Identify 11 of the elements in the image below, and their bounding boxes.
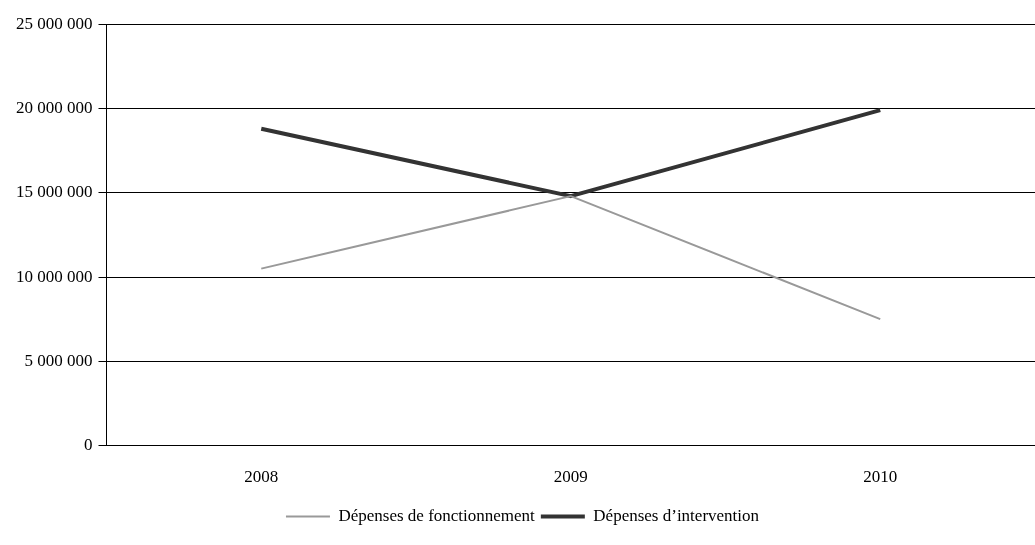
x-tick-label: 2010 bbox=[863, 467, 898, 487]
y-tick-label: 0 bbox=[84, 435, 93, 455]
y-tick-label: 5 000 000 bbox=[24, 350, 93, 370]
x-tick-label: 2009 bbox=[553, 467, 588, 487]
legend-label: Dépenses de fonctionnement bbox=[338, 505, 536, 525]
y-tick-label: 15 000 000 bbox=[16, 182, 93, 202]
y-tick-label: 20 000 000 bbox=[16, 97, 93, 117]
y-tick-label: 25 000 000 bbox=[16, 13, 93, 33]
x-tick-label: 2008 bbox=[244, 467, 279, 487]
y-tick-label: 10 000 000 bbox=[16, 266, 93, 286]
legend-label: Dépenses d’intervention bbox=[593, 505, 760, 525]
